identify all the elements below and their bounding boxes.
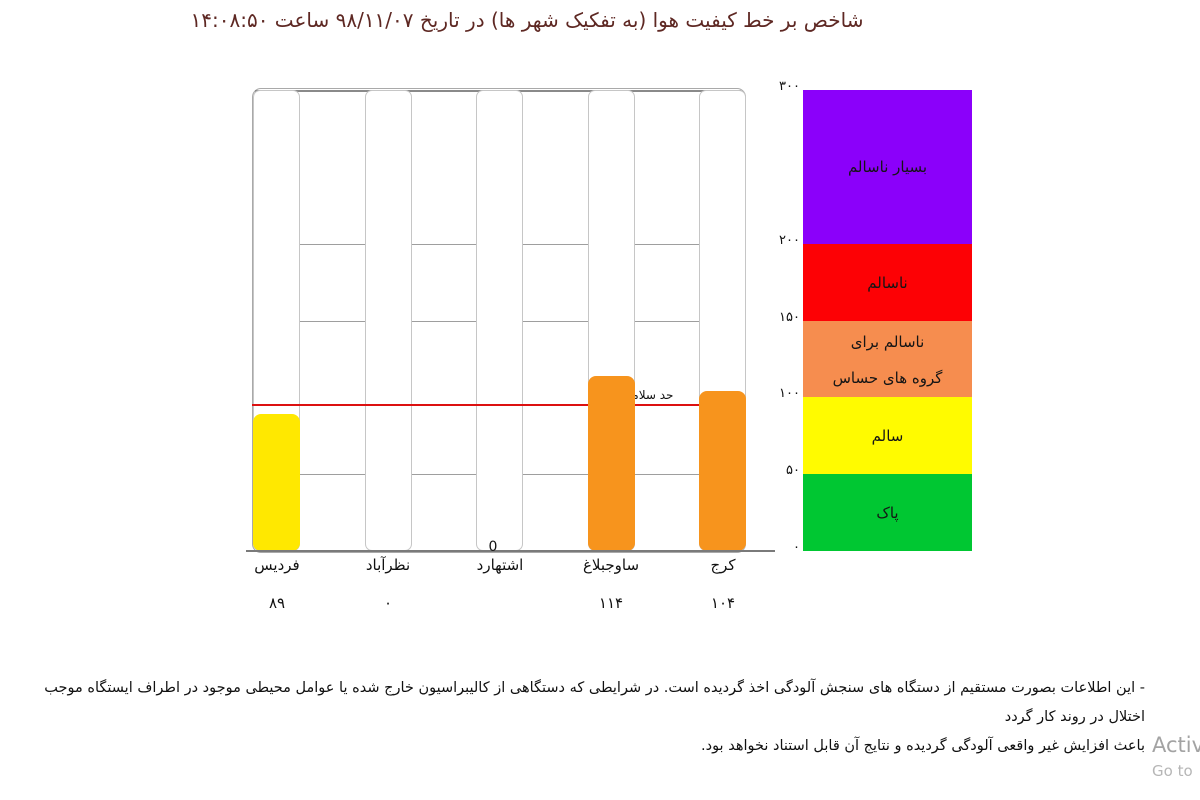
aqi-band-label: ناسالم برای	[850, 332, 925, 351]
aqi-band-0: بسیار ناسالم	[803, 90, 972, 244]
aqi-band-label: گروه های حساس	[832, 368, 943, 387]
column-slot-2	[476, 90, 523, 551]
value-label-فردیس: ۸۹	[268, 594, 286, 612]
city-label-ساوجبلاغ: ساوجبلاغ	[582, 556, 640, 574]
value-label-ساوجبلاغ: ۱۱۴	[598, 594, 624, 612]
health-limit-line	[252, 404, 746, 406]
y-axis-tick-0: ۰	[793, 540, 800, 555]
y-axis-tick-300: ۳۰۰	[779, 79, 800, 94]
aqi-band-label: بسیار ناسالم	[847, 158, 928, 176]
y-axis-tick-50: ۵۰	[786, 463, 800, 478]
y-axis-tick-150: ۱۵۰	[779, 310, 800, 325]
city-label-کرج: کرج	[710, 556, 736, 574]
aqi-band-4: پاک	[803, 474, 972, 551]
aqi-band-1: ناسالم	[803, 244, 972, 321]
bar-کرج	[699, 391, 746, 551]
aqi-band-label: ناسالم	[867, 273, 908, 292]
value-label-نظرآباد: ۰	[383, 594, 393, 612]
bar-فردیس	[253, 414, 300, 551]
aqi-band-label: پاک	[876, 503, 899, 522]
aqi-band-3: سالم	[803, 397, 972, 474]
city-label-نظرآباد: نظرآباد	[365, 556, 411, 574]
aqi-band-2: ناسالم برای گروه های حساس	[803, 321, 972, 398]
y-axis-tick-100: ۱۰۰	[779, 386, 800, 401]
y-axis-tick-200: ۲۰۰	[779, 233, 800, 248]
footer-note-line2: باعث افزایش غیر واقعی آلودگی گردیده و نت…	[701, 738, 1145, 754]
activate-windows-watermark: Activ	[1152, 733, 1200, 757]
city-label-اشتهارد: اشتهارد	[476, 556, 524, 574]
column-slot-1	[365, 90, 412, 551]
city-label-فردیس: فردیس	[254, 556, 300, 574]
aqi-band-label: سالم	[871, 426, 904, 445]
value-label-اشتهارد: 0	[488, 539, 498, 555]
activate-windows-watermark-subtext: Go to	[1152, 762, 1193, 780]
value-label-کرج: ۱۰۴	[710, 594, 736, 612]
x-axis-line	[246, 550, 775, 552]
bar-ساوجبلاغ	[588, 376, 635, 551]
footer-note: - این اطلاعات بصورت مستقیم از دستگاه های…	[35, 674, 1145, 761]
footer-note-line1: - این اطلاعات بصورت مستقیم از دستگاه های…	[44, 680, 1145, 725]
chart-title: شاخص بر خط کیفیت هوا (به تفکیک شهر ها) د…	[190, 8, 864, 32]
